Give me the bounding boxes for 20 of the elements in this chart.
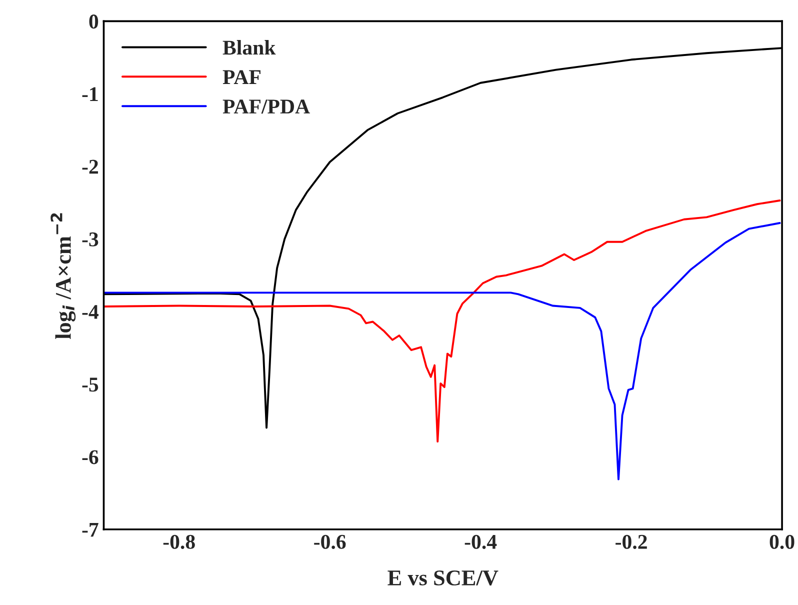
x-tick-label: -0.8 (163, 534, 195, 549)
line-series (104, 222, 781, 480)
line-series (104, 200, 781, 443)
x-tick-label: 0.0 (770, 534, 794, 549)
legend-label: PAF (222, 70, 260, 84)
y-tick-label: -1 (82, 87, 98, 102)
y-tick-label: -7 (82, 522, 98, 537)
x-tick-label: -0.2 (616, 534, 647, 549)
legend-label: Blank (222, 40, 276, 55)
x-tick-label: -0.4 (464, 534, 497, 549)
y-tick-label: -3 (82, 232, 98, 246)
y-tick-label: 0 (89, 14, 98, 29)
y-tick-label: -2 (82, 160, 98, 174)
y-tick-label: -4 (82, 305, 98, 319)
legend-label: PAF/PDA (222, 100, 310, 114)
x-axis-title: E vs SCE/V (388, 570, 498, 586)
y-tick-label: -6 (82, 450, 98, 464)
y-tick-label: -5 (82, 378, 98, 392)
y-axis-title: log$_{i}$ /A×cm$^{−2}$ (50, 213, 76, 339)
x-tick-label: -0.6 (314, 534, 346, 549)
